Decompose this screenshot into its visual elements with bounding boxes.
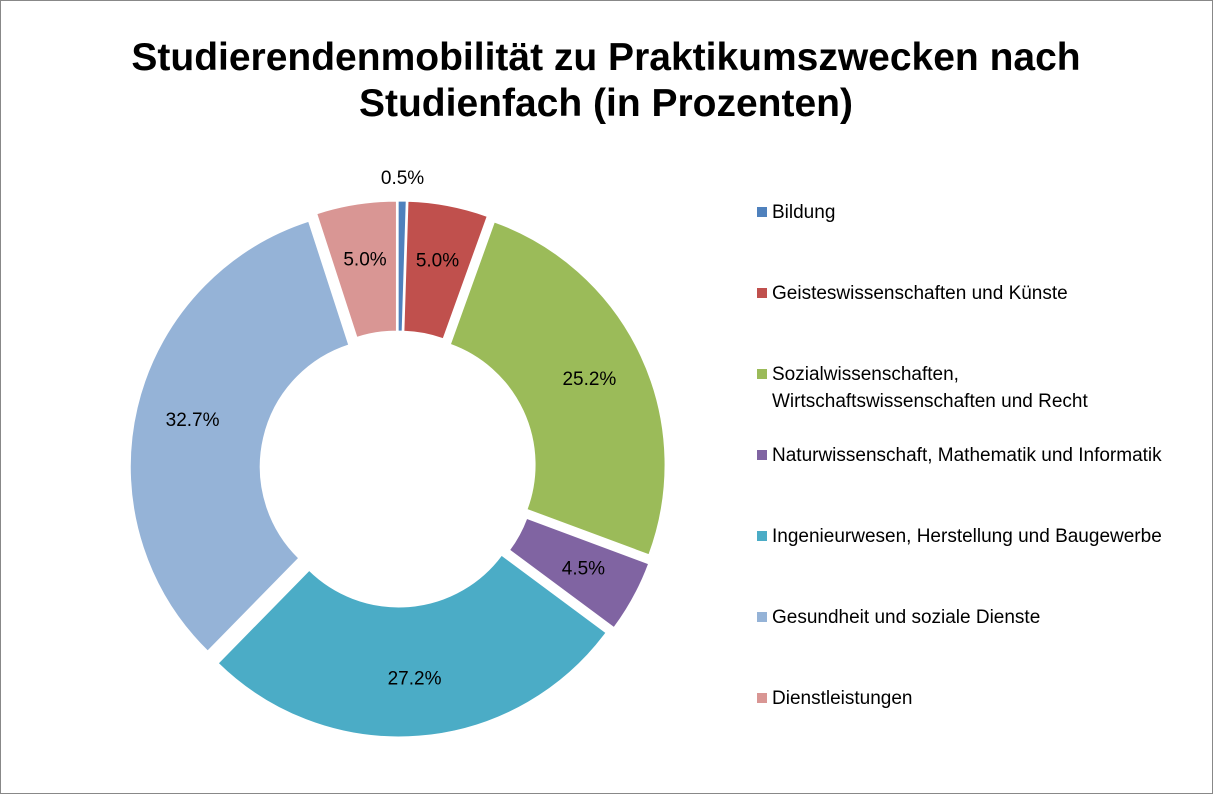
legend-label: Gesundheit und soziale Dienste — [772, 607, 1041, 628]
donut-segment — [129, 220, 350, 652]
legend-swatch — [757, 288, 767, 298]
data-label: 27.2% — [388, 668, 442, 689]
legend-label: Bildung — [772, 202, 836, 223]
donut-segment — [449, 221, 666, 556]
chart-title: Studierendenmobilität zu Praktikumszweck… — [131, 36, 1081, 125]
data-label: 32.7% — [166, 410, 220, 431]
legend: Bildung Geisteswissenschaften und Künste S… — [757, 199, 1197, 766]
donut-segment — [397, 200, 407, 332]
data-label: 0.5% — [381, 168, 424, 189]
legend-swatch — [757, 693, 767, 703]
donut-segment — [316, 200, 397, 339]
legend-label: Sozialwissenschaften, Wirtschaftswissens… — [772, 364, 1088, 412]
donut-segment — [403, 200, 488, 340]
legend-swatch — [757, 450, 767, 460]
data-label: 5.0% — [416, 251, 459, 272]
legend-swatch — [757, 612, 767, 622]
legend-entry: Gesundheit und soziale Dienste — [757, 604, 1197, 685]
legend-label: Naturwissenschaft, Mathematik und Inform… — [772, 445, 1162, 466]
legend-entry: Geisteswissenschaften und Künste — [757, 280, 1197, 361]
data-label: 4.5% — [562, 559, 605, 580]
donut-segment — [217, 554, 607, 738]
legend-entry: Bildung — [757, 199, 1197, 280]
legend-swatch — [757, 207, 767, 217]
legend-swatch — [757, 531, 767, 541]
legend-entry: Naturwissenschaft, Mathematik und Inform… — [757, 442, 1197, 523]
legend-entry: Sozialwissenschaften, Wirtschaftswissens… — [757, 361, 1197, 442]
legend-label: Dienstleistungen — [772, 688, 913, 709]
legend-swatch — [757, 369, 767, 379]
data-label: 5.0% — [343, 250, 386, 271]
legend-label: Ingenieurwesen, Herstellung und Baugewer… — [772, 526, 1162, 547]
donut-segment — [508, 517, 650, 629]
legend-entry: Dienstleistungen — [757, 685, 1197, 766]
legend-entry: Ingenieurwesen, Herstellung und Baugewer… — [757, 523, 1197, 604]
legend-label: Geisteswissenschaften und Künste — [772, 283, 1068, 304]
data-label: 25.2% — [562, 369, 616, 390]
